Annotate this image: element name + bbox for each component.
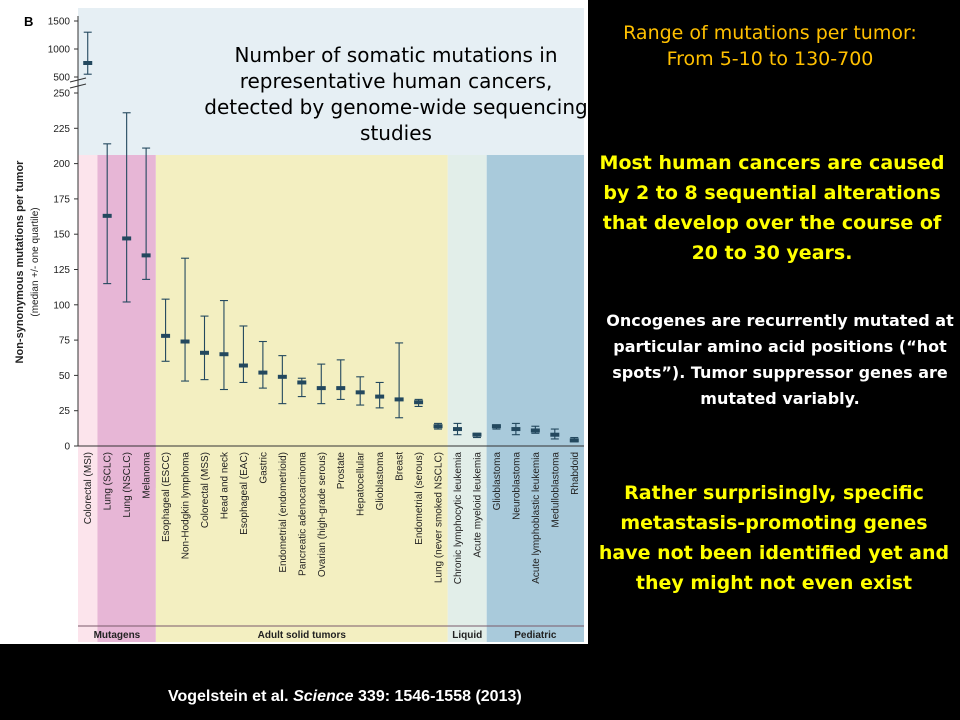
median-marker [375,394,385,399]
group-band-first [78,155,98,488]
category-label: Lung (never smoked NSCLC) [434,452,445,583]
label-band [447,446,487,642]
category-label: Lung (NSCLC) [122,452,133,518]
category-label: Lung (SCLC) [103,452,114,510]
category-label: Rhabdoid [570,452,581,495]
median-marker [511,427,521,432]
panel-label: B [24,14,33,29]
y-axis-label-2: (median +/- one quartile) [30,207,41,316]
category-label: Esophageal (EAC) [239,452,250,535]
cause-text: Most human cancers are caused by 2 to 8 … [599,152,945,264]
category-label: Chronic lymphocytic leukemia [453,452,464,585]
median-marker [83,61,93,65]
category-label: Endometrial (serous) [414,452,425,545]
y-tick-label: 1500 [48,17,71,28]
y-tick-label: 250 [53,89,70,100]
citation-details: 339: 1546-1558 (2013) [358,688,522,705]
median-marker [472,432,482,437]
median-marker [258,370,268,375]
category-label: Medulloblastoma [550,452,561,528]
category-label: Melanoma [142,452,153,499]
category-label: Ovarian (high-grade serous) [317,452,328,577]
median-marker [238,363,248,368]
median-marker [161,333,171,338]
median-marker [180,339,190,344]
median-marker [297,380,307,385]
median-marker [277,374,287,379]
label-band [486,446,584,642]
group-band [155,155,448,488]
top-band [78,8,584,155]
category-label: Esophageal (ESCC) [161,452,172,542]
median-marker [219,352,229,357]
figure-title: Number of somatic mutations in represent… [204,43,588,145]
median-marker [200,350,209,355]
category-label: Glioblastoma [375,452,386,511]
category-label: Gastric [258,452,269,484]
median-marker [394,397,404,402]
median-marker [122,236,132,241]
category-label: Glioblastoma [492,452,503,511]
category-label: Neuroblastoma [511,452,522,520]
metastasis-text: Rather surprisingly, specific metastasis… [598,482,950,594]
mutation-chart: Mutagens Adult solid tumors Liquid Pediatri… [14,8,584,642]
category-label: Non-Hodgkin lymphoma [181,452,192,560]
y-tick-label: 75 [59,336,71,347]
category-label: Acute myeloid leukemia [472,452,483,558]
y-tick-label: 1000 [48,45,71,56]
category-label: Head and neck [219,451,230,519]
y-tick-label: 500 [53,73,70,84]
median-marker [569,438,579,443]
citation: Vogelstein et al. Science 339: 1546-1558… [168,688,588,706]
oncogenes-text: Oncogenes are recurrently mutated at par… [606,311,954,408]
y-tick-label: 175 [53,194,70,205]
y-tick-label: 25 [59,406,71,417]
median-marker [336,386,346,391]
y-tick-label: 0 [64,442,70,453]
group-label: Mutagens [94,630,141,641]
group-label: Pediatric [514,630,557,641]
label-band-first [78,446,98,642]
category-label: Hepatocellular [356,451,367,516]
y-axis-label: Non-synonymous mutations per tumor [14,160,26,364]
range-text: Range of mutations per tumor: From 5-10 … [623,22,917,70]
y-tick-label: 50 [59,371,71,382]
median-marker [453,427,462,432]
median-marker [491,424,501,429]
group-label: Liquid [452,630,482,641]
y-tick-label: 150 [53,230,70,241]
axis-break-mark [69,77,87,83]
y-tick-label: 125 [53,265,70,276]
citation-authors: Vogelstein et al. [168,688,289,705]
axis-break-mark [69,83,87,89]
citation-journal: Science [293,688,354,705]
y-tick-label: 225 [53,124,70,135]
category-label: Colorectal (MSS) [200,452,211,528]
y-tick-label: 200 [53,159,70,170]
median-marker [530,428,540,433]
median-marker [316,386,326,391]
category-label: Prostate [336,452,347,490]
median-marker [102,213,112,218]
figure-panel: Mutagens Adult solid tumors Liquid Pediatri… [0,0,588,644]
category-label: Pancreatic adenocarcinoma [297,452,308,576]
group-band [447,155,487,488]
median-marker [414,400,424,405]
y-tick-label: 100 [53,300,70,311]
category-label: Colorectal (MSI) [83,452,94,524]
median-marker [550,432,560,437]
group-band [486,155,584,488]
median-marker [433,424,443,429]
category-label: Breast [395,452,406,481]
label-band [155,446,448,642]
category-label: Acute lymphoblastic leukemia [531,452,542,584]
median-marker [355,390,365,395]
median-marker [141,253,151,258]
group-label: Adult solid tumors [258,630,347,641]
category-label: Endometrial (endometrioid) [278,452,289,573]
